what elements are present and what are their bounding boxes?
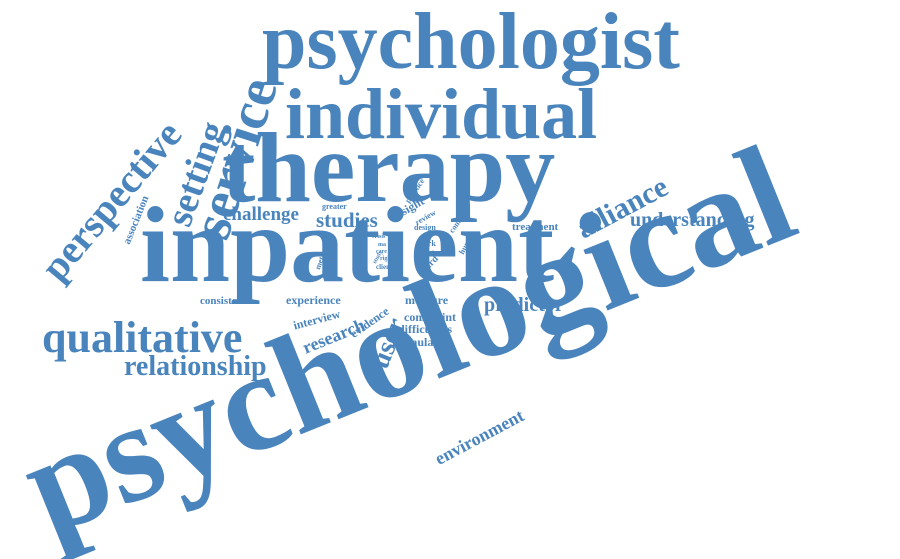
word-challenge: challenge [223,205,299,224]
word-client: client [376,264,392,271]
word-crisis: crisis [372,234,385,240]
word-ma: ma [378,242,386,248]
word-greater: greater [322,203,347,211]
word-understanding: understanding [630,210,755,230]
word-relationship: relationship [124,353,267,381]
word-design: design [414,224,436,232]
word-environment: environment [432,406,527,468]
word-treatment: treatment [512,222,558,233]
word-psychologist: psychologist [262,2,680,82]
word-formulation: formulation [392,336,453,348]
word-work: work [418,240,436,248]
word-studies: studies [316,210,378,231]
word-experience: experience [286,294,341,306]
word-measure: measure [405,294,448,306]
word-predictor: predictor [484,295,564,315]
word-consistent: consistent [200,296,246,307]
word-right: right [380,256,393,262]
word-difficulties: difficulties [398,323,452,335]
